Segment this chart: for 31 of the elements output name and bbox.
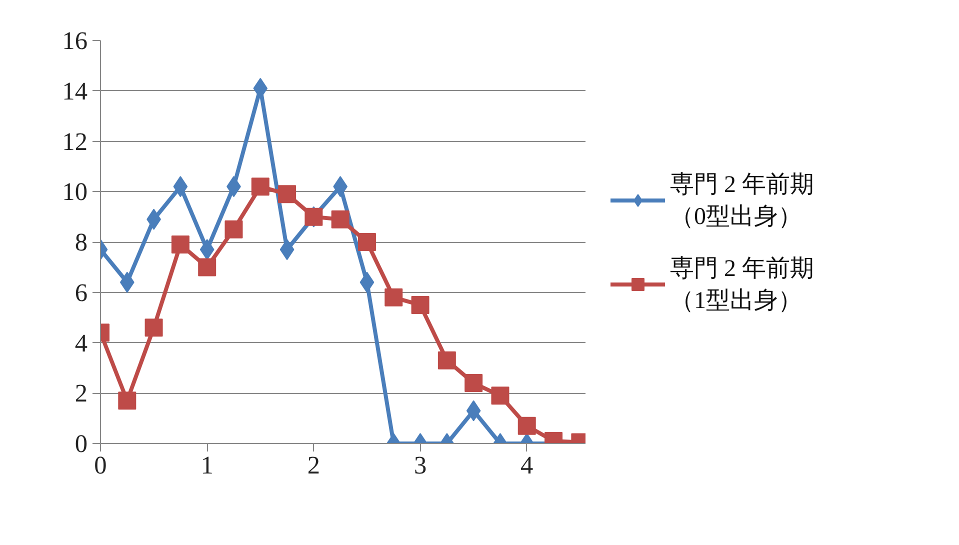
point — [224, 220, 243, 238]
y-tick-label: 16 — [62, 27, 88, 55]
y-tick-label: 14 — [62, 77, 88, 106]
y-tick-label: 12 — [62, 128, 88, 156]
point — [358, 233, 376, 251]
y-tick-label: 6 — [74, 278, 88, 307]
legend-label: 専門 2 年前期（0型出身） — [670, 170, 814, 232]
point — [411, 296, 430, 314]
point — [518, 416, 536, 435]
x-tick-label: 3 — [414, 452, 427, 480]
point — [464, 374, 483, 392]
point — [491, 386, 510, 405]
point — [331, 210, 350, 228]
x-tick-label: 4 — [520, 452, 534, 480]
y-tick-label: 8 — [74, 228, 88, 256]
y-tick-label: 10 — [62, 178, 88, 206]
x-tick-label: 1 — [200, 452, 214, 480]
point — [198, 258, 216, 276]
x-tick-label: 2 — [307, 452, 320, 480]
point — [118, 392, 136, 410]
y-tick-label: 4 — [74, 329, 88, 358]
point — [251, 178, 270, 196]
point — [384, 288, 403, 306]
legend-label: 専門 2 年前期（1型出身） — [670, 254, 814, 316]
point — [278, 185, 296, 204]
point — [171, 236, 190, 254]
point — [144, 318, 163, 337]
y-tick-label: 2 — [74, 380, 88, 408]
y-tick-label: 0 — [74, 430, 88, 458]
point — [438, 351, 456, 370]
x-tick-label: 0 — [94, 452, 107, 480]
